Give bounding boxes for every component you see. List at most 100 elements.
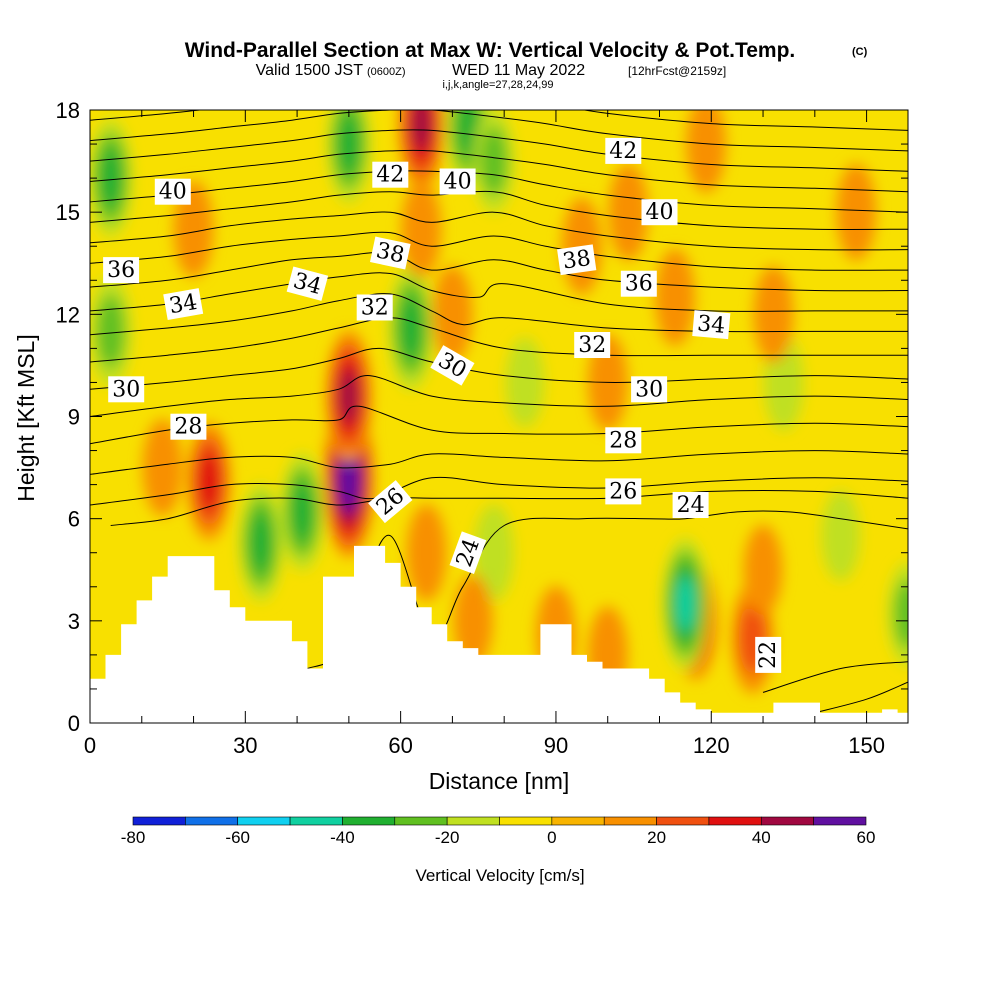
contour-label-text: 40 xyxy=(444,170,472,195)
contour-label-text: 42 xyxy=(609,139,637,164)
valid-time-line: Valid 1500 JST (0600Z) WED 11 May 2022 [… xyxy=(256,62,727,79)
theta-contour-35 xyxy=(90,231,908,271)
theta-contour-22 xyxy=(814,681,908,714)
colorbar-tick-label: 60 xyxy=(857,828,876,847)
velocity-cell xyxy=(249,512,272,573)
contour-label-box xyxy=(103,257,140,284)
contour-label-text: 34 xyxy=(167,290,199,319)
contour-label-box xyxy=(170,413,207,440)
params-line: i,j,k,angle=27,28,24,99 xyxy=(442,79,553,91)
contour-label-36: 36 xyxy=(620,270,657,297)
contour-label-text: 42 xyxy=(376,163,404,188)
x-tick-label: 60 xyxy=(388,733,412,758)
contour-label-box xyxy=(605,137,642,164)
velocity-cell xyxy=(198,451,221,512)
colorbar: -80 -60 -40 -20 0 20 40 60 xyxy=(121,816,876,847)
contour-label-34: 34 xyxy=(692,310,731,340)
y-tick-label: 3 xyxy=(68,609,80,634)
theta-contour-29 xyxy=(90,375,908,417)
velocity-cell xyxy=(608,163,649,261)
x-tick-label: 150 xyxy=(848,733,885,758)
velocity-cell xyxy=(337,114,360,174)
colorbar-label: Vertical Velocity [cm/s] xyxy=(415,866,584,885)
terrain xyxy=(90,545,908,723)
contour-label-text: 38 xyxy=(374,238,407,268)
velocity-cell xyxy=(753,265,794,363)
contour-label-box xyxy=(755,636,782,673)
velocity-cell xyxy=(474,504,514,602)
velocity-cell xyxy=(480,126,508,196)
velocity-cell xyxy=(340,453,357,503)
colorbar-tick-label: -20 xyxy=(435,828,460,847)
contour-label-text: 40 xyxy=(159,180,187,205)
contour-label-text: 34 xyxy=(696,311,726,338)
contour-label-text: 30 xyxy=(635,377,663,402)
colorbar-swatch xyxy=(342,816,396,826)
theta-contour-26 xyxy=(90,476,908,506)
contour-label-text: 24 xyxy=(677,493,705,518)
contour-label-42: 42 xyxy=(372,161,409,188)
contour-label-box xyxy=(154,178,191,205)
velocity-cell xyxy=(96,294,125,368)
theta-contour-42 xyxy=(90,110,908,131)
contour-label-34: 34 xyxy=(163,288,204,321)
forecast-label: [12hrFcst@2159z] xyxy=(628,64,726,78)
velocity-cell xyxy=(453,574,493,668)
theta-contour-23 xyxy=(762,661,908,693)
x-tick-label: 0 xyxy=(84,733,96,758)
velocity-cell xyxy=(894,579,908,649)
contour-label-box xyxy=(631,376,668,403)
colorbar-tick-label: -40 xyxy=(330,828,355,847)
copyright-mark: (C) xyxy=(852,46,868,58)
theta-contour-27 xyxy=(90,450,908,475)
theta-contour-39 xyxy=(90,149,908,193)
contour-label-38: 38 xyxy=(369,236,411,270)
velocity-cell xyxy=(432,265,473,363)
colorbar-swatch xyxy=(289,816,343,826)
contour-label-30: 30 xyxy=(631,376,668,403)
x-axis-label: Distance [nm] xyxy=(429,768,570,794)
contour-label-box xyxy=(369,236,411,270)
valid-time-label: Valid 1500 JST xyxy=(256,62,364,79)
y-tick-label: 0 xyxy=(68,711,80,736)
contour-label-text: 32 xyxy=(578,333,606,358)
contour-labels: 2224262830323436384042424040383634343230… xyxy=(103,137,782,673)
contour-label-box xyxy=(672,492,709,518)
colorbar-swatch xyxy=(185,816,239,826)
velocity-cell xyxy=(142,419,183,517)
contour-label-box xyxy=(368,480,413,524)
chart-title: Wind-Parallel Section at Max W: Vertical… xyxy=(185,39,796,62)
contour-label-24: 24 xyxy=(672,492,709,518)
contour-label-box xyxy=(692,310,731,340)
contour-label-box xyxy=(430,345,475,386)
contour-label-text: 28 xyxy=(174,415,202,440)
y-axis-label: Height [Kft MSL] xyxy=(13,334,39,501)
x-tick-label: 30 xyxy=(233,733,257,758)
contour-label-box xyxy=(372,161,409,188)
colorbar-swatch xyxy=(394,816,448,826)
velocity-cell xyxy=(99,148,122,208)
contour-label-box xyxy=(557,244,597,276)
colorbar-tick-label: -80 xyxy=(121,828,146,847)
colorbar-swatch xyxy=(656,816,710,826)
valid-date-label: WED 11 May 2022 xyxy=(452,62,585,79)
contour-label-box xyxy=(439,168,476,195)
contour-label-text: 28 xyxy=(609,428,637,453)
colorbar-swatch xyxy=(237,816,291,826)
velocity-cell xyxy=(655,248,695,346)
contour-label-box xyxy=(356,294,393,321)
theta-contour-31 xyxy=(90,317,908,363)
contour-label-text: 38 xyxy=(561,246,592,275)
contour-label-28: 28 xyxy=(170,413,207,440)
contour-label-40: 40 xyxy=(439,168,476,195)
velocity-cell xyxy=(675,576,695,632)
colorbar-swatch xyxy=(446,816,500,826)
velocity-cell xyxy=(291,481,314,542)
contour-label-box xyxy=(605,427,642,454)
contour-label-box xyxy=(449,531,487,575)
theta-contour-34 xyxy=(90,251,908,292)
contour-label-box xyxy=(605,478,642,505)
contour-label-text: 30 xyxy=(112,377,140,402)
y-tick-label: 15 xyxy=(56,200,80,225)
